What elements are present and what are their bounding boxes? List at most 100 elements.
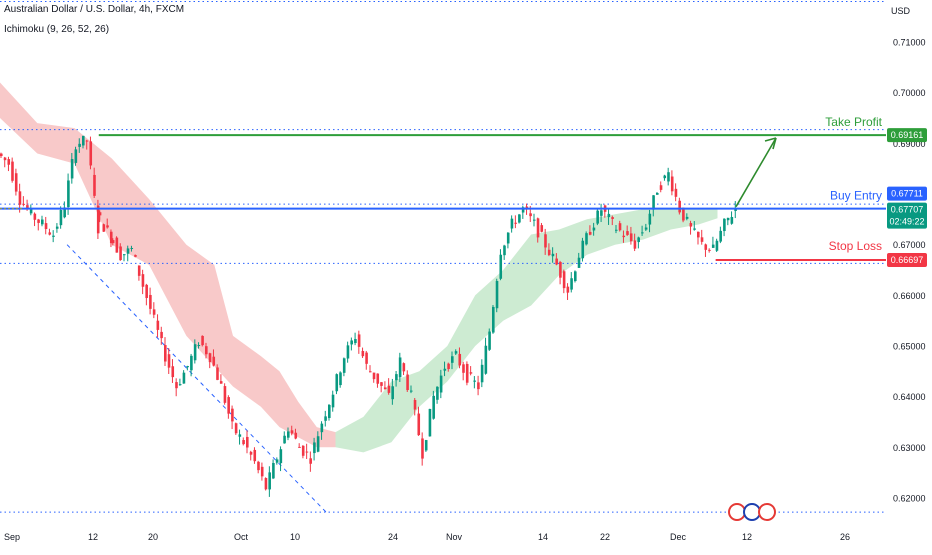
candle bbox=[562, 271, 566, 289]
candle bbox=[331, 394, 335, 408]
candle bbox=[201, 335, 204, 346]
buy-entry-price-tag[interactable] bbox=[887, 186, 927, 201]
candle bbox=[641, 232, 644, 234]
x-tick-label: 14 bbox=[538, 532, 548, 542]
candle bbox=[22, 203, 25, 205]
candle bbox=[253, 449, 257, 462]
candle bbox=[387, 385, 391, 393]
candle bbox=[123, 254, 126, 256]
y-tick-label: 0.67000 bbox=[893, 240, 926, 250]
candle bbox=[246, 436, 249, 448]
current-price-tag[interactable] bbox=[887, 202, 927, 229]
candle bbox=[3, 157, 7, 161]
indicator-label[interactable]: Ichimoku (9, 26, 52, 26) bbox=[4, 24, 110, 35]
candle bbox=[52, 235, 55, 237]
candle bbox=[109, 231, 113, 244]
candle bbox=[499, 254, 503, 279]
candle bbox=[7, 159, 11, 165]
candle bbox=[111, 240, 115, 244]
candle bbox=[656, 193, 659, 195]
stop-loss-price-tag[interactable] bbox=[887, 253, 927, 268]
candle bbox=[149, 294, 152, 309]
x-tick-label: Dec bbox=[670, 532, 687, 542]
candle bbox=[339, 372, 342, 386]
candle bbox=[432, 395, 435, 419]
candle bbox=[216, 367, 219, 380]
candle bbox=[14, 173, 18, 192]
candle bbox=[37, 219, 40, 223]
candle bbox=[626, 231, 629, 235]
buy-entry-label[interactable]: Buy Entry bbox=[830, 189, 882, 203]
target-arrow[interactable] bbox=[735, 137, 777, 208]
candle bbox=[417, 413, 421, 436]
candle bbox=[223, 386, 227, 403]
trend-line[interactable] bbox=[66, 244, 327, 513]
candle bbox=[294, 432, 298, 439]
candle bbox=[454, 351, 458, 354]
candle bbox=[178, 384, 182, 386]
candle bbox=[547, 249, 551, 256]
candle bbox=[588, 231, 592, 235]
candle bbox=[115, 237, 119, 253]
candle bbox=[704, 244, 708, 250]
candle bbox=[82, 135, 85, 146]
candle bbox=[439, 375, 443, 393]
candle bbox=[644, 227, 648, 230]
candle bbox=[41, 219, 44, 225]
candle bbox=[137, 265, 141, 276]
candle bbox=[506, 232, 510, 244]
candle bbox=[477, 382, 480, 390]
us-flag-icon[interactable] bbox=[758, 503, 776, 521]
candle bbox=[275, 459, 279, 463]
candle bbox=[536, 218, 540, 238]
event-icons[interactable] bbox=[728, 501, 778, 523]
candle bbox=[682, 207, 685, 221]
candle bbox=[182, 372, 186, 384]
candle bbox=[257, 461, 260, 471]
y-tick-label: 0.70000 bbox=[893, 88, 926, 98]
take-profit-label[interactable]: Take Profit bbox=[825, 115, 882, 129]
candle bbox=[328, 404, 331, 419]
x-tick-label: 20 bbox=[148, 532, 158, 542]
candle bbox=[462, 364, 465, 373]
candle bbox=[160, 331, 163, 339]
candle bbox=[436, 386, 439, 400]
candle bbox=[413, 399, 417, 410]
candle bbox=[369, 371, 372, 373]
x-tick-label: Sep bbox=[4, 532, 20, 542]
candle bbox=[667, 172, 670, 182]
candle bbox=[615, 229, 618, 231]
candle bbox=[648, 213, 652, 225]
stop-loss-label[interactable]: Stop Loss bbox=[829, 239, 882, 253]
candle bbox=[145, 284, 148, 299]
current-price-tag-text: 0.67707 bbox=[891, 205, 924, 215]
candle bbox=[260, 466, 264, 477]
candle bbox=[0, 153, 3, 157]
candle bbox=[685, 216, 689, 219]
symbol-title[interactable]: Australian Dollar / U.S. Dollar, 4h, FXC… bbox=[4, 4, 185, 15]
candle bbox=[510, 218, 514, 229]
ichimoku-cloud-bullish bbox=[335, 208, 718, 453]
ichimoku-cloud-bearish bbox=[0, 82, 336, 448]
candle bbox=[406, 374, 409, 391]
candle bbox=[633, 240, 637, 249]
currency-label: USD bbox=[890, 6, 910, 16]
y-tick-label: 0.66000 bbox=[893, 291, 926, 301]
take-profit-price-tag[interactable] bbox=[887, 128, 927, 143]
candle bbox=[473, 380, 476, 382]
y-tick-label: 0.63000 bbox=[893, 443, 926, 453]
x-tick-label: Oct bbox=[234, 532, 249, 542]
candle bbox=[29, 208, 33, 214]
y-tick-label: 0.69000 bbox=[893, 139, 926, 149]
candle bbox=[96, 205, 100, 234]
candle bbox=[689, 223, 693, 227]
candle bbox=[637, 237, 640, 243]
candle bbox=[574, 271, 577, 282]
candle bbox=[383, 387, 387, 390]
candle bbox=[607, 213, 611, 218]
candle bbox=[171, 366, 175, 378]
y-tick-label: 0.65000 bbox=[893, 342, 926, 352]
candle bbox=[156, 320, 160, 330]
candle bbox=[219, 381, 223, 384]
